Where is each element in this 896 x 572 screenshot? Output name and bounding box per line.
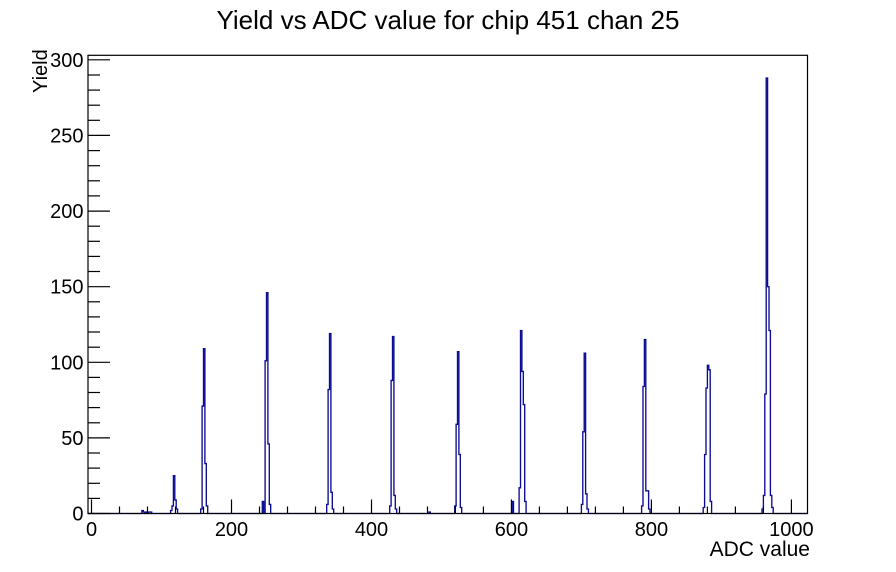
- y-tick-label: 200: [50, 201, 83, 223]
- y-tick-label: 100: [50, 352, 83, 374]
- x-tick-label: 200: [215, 519, 248, 541]
- y-tick-label: 0: [72, 504, 83, 526]
- y-axis-title: Yield: [30, 49, 52, 93]
- x-tick-label: 400: [355, 519, 388, 541]
- x-tick-label: 1000: [769, 519, 814, 541]
- x-tick-label: 600: [495, 519, 528, 541]
- x-axis-title: ADC value: [709, 538, 810, 561]
- plot-title: Yield vs ADC value for chip 451 chan 25: [216, 5, 680, 35]
- y-tick-label: 50: [61, 428, 83, 450]
- y-tick-label: 150: [50, 277, 83, 299]
- plot-frame: [87, 54, 809, 515]
- y-tick-label: 250: [50, 125, 83, 147]
- y-tick-label: 300: [50, 50, 83, 72]
- x-tick-label: 0: [86, 519, 97, 541]
- histogram-line: [88, 77, 808, 515]
- x-tick-label: 800: [635, 519, 668, 541]
